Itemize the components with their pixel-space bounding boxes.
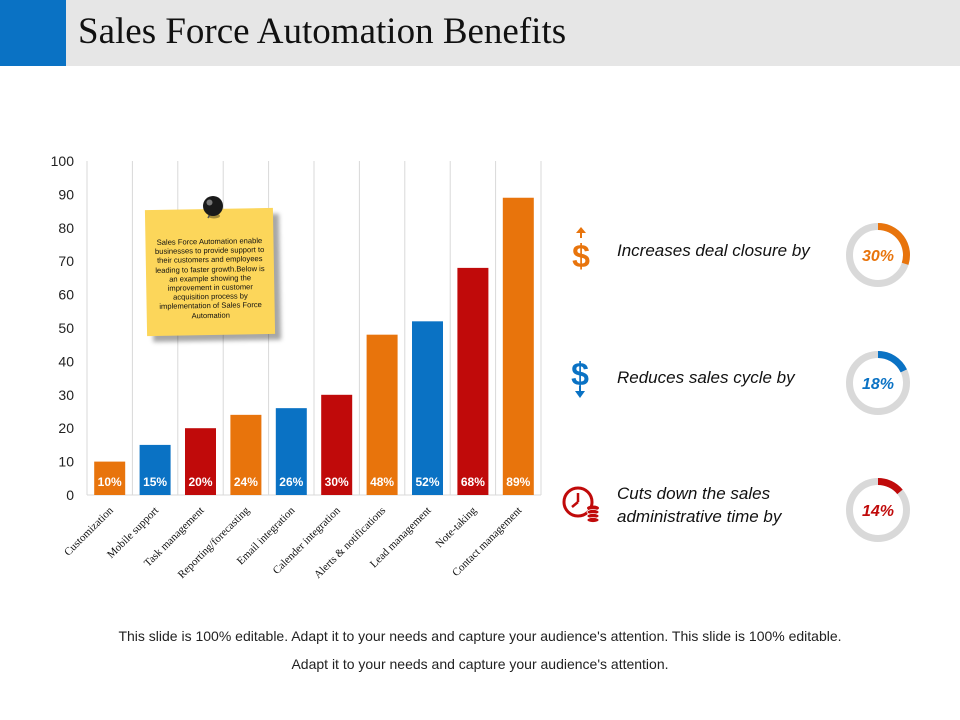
benefit-deal-closure: $ Increases deal closure by 30% bbox=[562, 223, 952, 295]
bar bbox=[412, 321, 443, 495]
dollar-down-arrow-icon: $ bbox=[571, 356, 589, 398]
footer-line-2: Adapt it to your needs and capture your … bbox=[291, 656, 669, 672]
footer-line-1: This slide is 100% editable. Adapt it to… bbox=[118, 628, 842, 644]
y-tick-label: 0 bbox=[66, 487, 74, 503]
benefit-label-line1: Cuts down the sales bbox=[617, 484, 771, 503]
bar bbox=[321, 394, 353, 495]
ring-value-label: 14% bbox=[862, 503, 894, 520]
ring-progress-arc bbox=[877, 351, 907, 373]
svg-text:$: $ bbox=[571, 356, 589, 392]
benefit-sales-cycle: $ Reduces sales cycle by 18% bbox=[562, 351, 952, 423]
ring-value-label: 30% bbox=[862, 248, 894, 265]
bar-chart: 010203040506070809010010%Customization15… bbox=[51, 153, 542, 581]
y-tick-label: 10 bbox=[58, 454, 74, 470]
data-label: 10% bbox=[98, 475, 122, 489]
y-tick-label: 50 bbox=[58, 320, 74, 336]
data-label: 30% bbox=[325, 475, 349, 489]
percent-ring-18: 18% bbox=[846, 351, 910, 415]
y-tick-label: 30 bbox=[58, 387, 74, 403]
y-tick-label: 20 bbox=[58, 420, 74, 436]
svg-text:$: $ bbox=[572, 238, 590, 271]
bar bbox=[94, 461, 126, 495]
data-label: 68% bbox=[461, 475, 485, 489]
footer-text: This slide is 100% editable. Adapt it to… bbox=[0, 622, 960, 678]
bar bbox=[275, 408, 307, 495]
y-tick-label: 90 bbox=[58, 186, 74, 202]
data-label: 48% bbox=[370, 475, 394, 489]
sticky-note-text: Sales Force Automation enable businesses… bbox=[154, 236, 265, 320]
data-label: 20% bbox=[188, 475, 212, 489]
pushpin-icon bbox=[203, 196, 223, 219]
header-bar: Sales Force Automation Benefits bbox=[0, 0, 960, 66]
bar bbox=[185, 428, 216, 495]
y-tick-label: 70 bbox=[58, 253, 74, 269]
data-label: 15% bbox=[143, 475, 167, 489]
ring-progress-arc bbox=[877, 478, 903, 495]
header-accent bbox=[0, 0, 66, 66]
benefit-admin-time: Cuts down the sales administrative time … bbox=[562, 478, 952, 550]
benefit-label: Reduces sales cycle by bbox=[617, 368, 795, 387]
bar bbox=[457, 267, 489, 495]
percent-ring-30: 30% bbox=[846, 223, 910, 287]
data-label: 52% bbox=[415, 475, 439, 489]
sticky-note: Sales Force Automation enable businesses… bbox=[144, 207, 276, 337]
y-tick-label: 80 bbox=[58, 220, 74, 236]
bar bbox=[502, 197, 534, 496]
y-tick-label: 40 bbox=[58, 353, 74, 369]
benefit-label: Cuts down the sales administrative time … bbox=[617, 482, 781, 528]
y-tick-label: 100 bbox=[51, 153, 75, 169]
category-label: Note-taking bbox=[433, 504, 479, 550]
clock-coins-icon bbox=[562, 486, 600, 523]
benefit-label: Increases deal closure by bbox=[617, 241, 810, 260]
data-label: 24% bbox=[234, 475, 258, 489]
y-tick-label: 60 bbox=[58, 287, 74, 303]
bar bbox=[366, 334, 398, 495]
bar bbox=[139, 444, 171, 495]
bar bbox=[230, 414, 262, 495]
benefit-label-line2: administrative time by bbox=[617, 507, 782, 526]
percent-ring-14: 14% bbox=[846, 478, 910, 542]
dollar-up-arrow-icon: $ bbox=[572, 227, 590, 271]
page-title: Sales Force Automation Benefits bbox=[78, 11, 567, 52]
ring-progress-arc bbox=[877, 223, 910, 265]
data-label: 26% bbox=[279, 475, 303, 489]
ring-value-label: 18% bbox=[862, 376, 894, 393]
data-label: 89% bbox=[506, 475, 530, 489]
